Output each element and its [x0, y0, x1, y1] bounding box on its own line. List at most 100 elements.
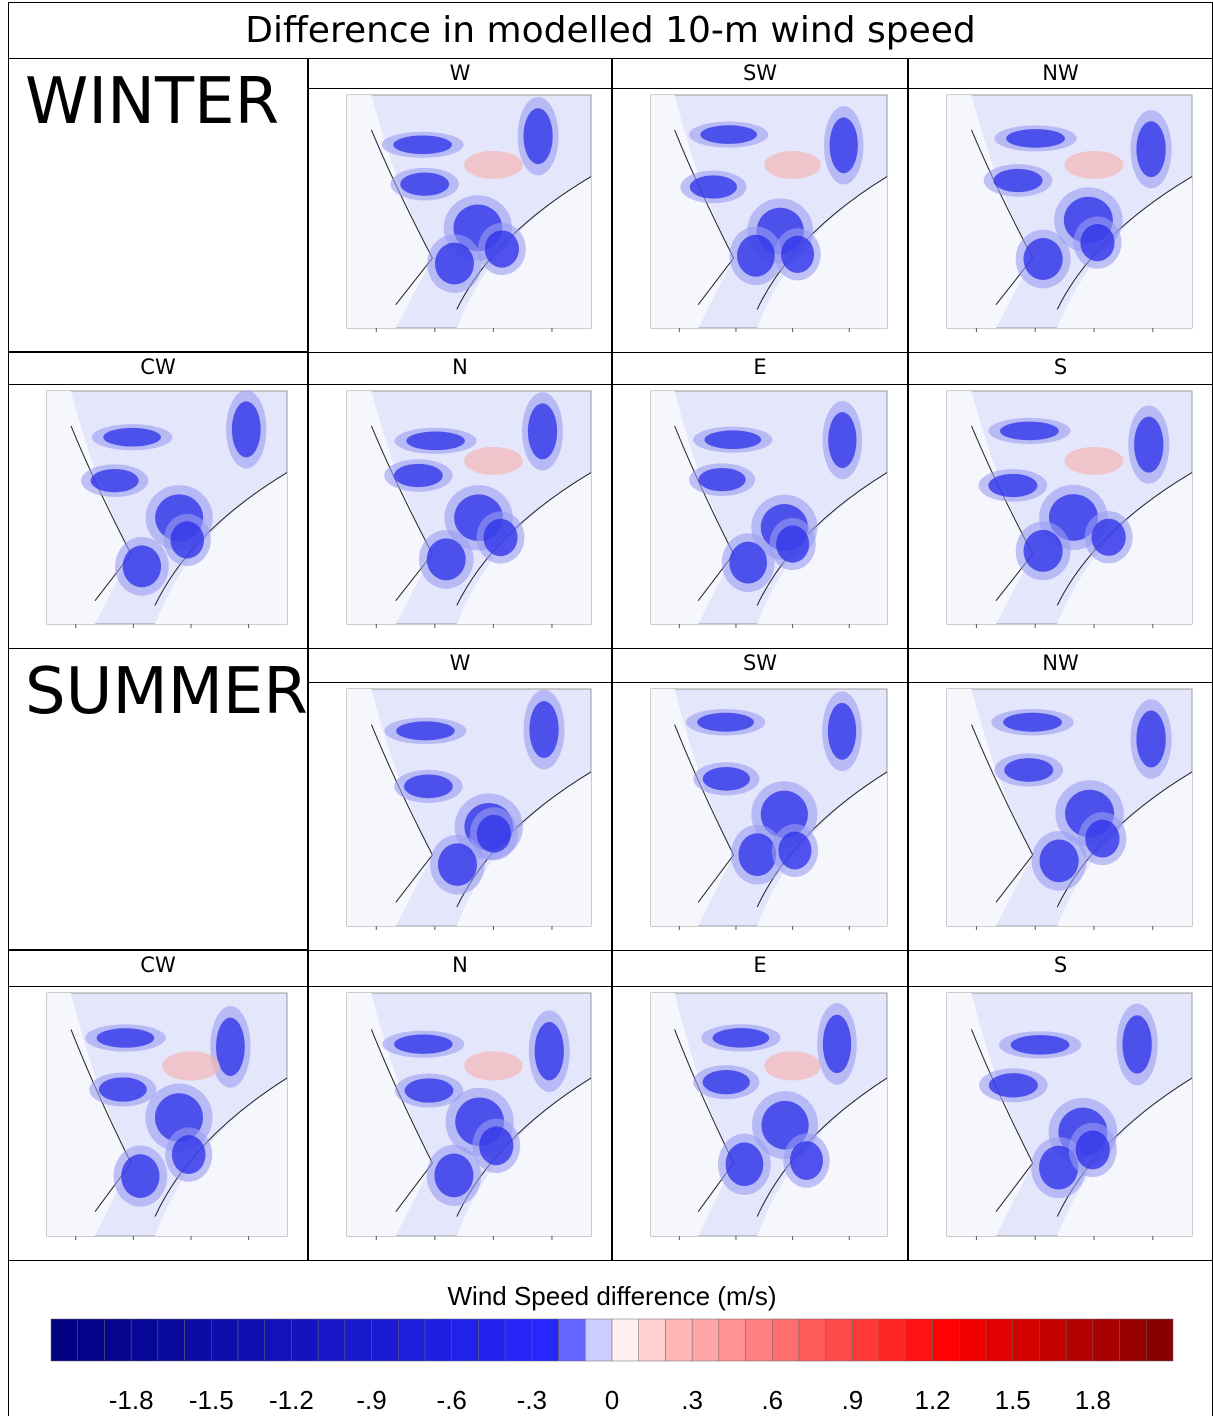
wind-blob	[713, 1028, 770, 1047]
colorbar-cell	[211, 1319, 238, 1361]
colorbar-cell	[933, 1319, 960, 1361]
wind-blob	[216, 1018, 245, 1076]
colorbar-cell	[158, 1319, 185, 1361]
map-panel	[612, 682, 908, 951]
map	[613, 89, 907, 352]
wind-blob	[464, 447, 523, 475]
wind-blob	[764, 151, 821, 179]
colorbar-cell	[906, 1319, 933, 1361]
wind-blob	[993, 169, 1042, 192]
wind-blob	[1065, 447, 1124, 475]
map-panel	[308, 682, 612, 951]
panel-label: NW	[908, 648, 1213, 683]
map	[309, 385, 611, 648]
wind-blob	[103, 428, 161, 447]
wind-blob	[1023, 238, 1062, 280]
wind-blob	[535, 1022, 564, 1080]
colorbar-cell	[879, 1319, 906, 1361]
wind-blob	[483, 519, 517, 556]
wind-blob	[172, 1135, 206, 1174]
wind-blob	[764, 1051, 821, 1080]
colorbar-cell	[585, 1319, 612, 1361]
panel-label: SW	[612, 648, 908, 683]
map	[909, 683, 1212, 950]
panel-label: N	[308, 950, 612, 987]
wind-blob	[394, 464, 443, 487]
colorbar-cell	[1039, 1319, 1066, 1361]
map-panel	[612, 384, 908, 649]
panel-label: SW	[612, 58, 908, 89]
wind-blob	[828, 703, 856, 760]
panel-label: E	[612, 950, 908, 987]
wind-blob	[1000, 422, 1059, 441]
colorbar-cell: Wind Speed difference (m/s)-1.8-1.5-1.2-…	[8, 1260, 1213, 1416]
colorbar-tick-label: 1.8	[1075, 1385, 1111, 1415]
colorbar-cell	[78, 1319, 105, 1361]
colorbar-tick-label: 1.2	[914, 1385, 950, 1415]
map	[613, 385, 907, 648]
wind-blob	[1003, 713, 1062, 732]
wind-blob	[1091, 519, 1125, 556]
colorbar-tick-label: -1.5	[189, 1385, 234, 1415]
colorbar-title: Wind Speed difference (m/s)	[448, 1281, 777, 1311]
colorbar-tick-label: -.6	[437, 1385, 467, 1415]
wind-blob	[988, 474, 1037, 497]
colorbar-cell	[799, 1319, 826, 1361]
wind-blob	[1065, 151, 1124, 179]
map-panel	[308, 88, 612, 353]
wind-blob	[477, 815, 511, 853]
colorbar-cell	[986, 1319, 1013, 1361]
wind-blob	[989, 1073, 1038, 1097]
wind-blob	[1122, 1015, 1151, 1073]
wind-blob	[91, 469, 139, 492]
colorbar-cell	[612, 1319, 639, 1361]
colorbar-cell	[478, 1319, 505, 1361]
wind-blob	[1076, 1130, 1110, 1169]
colorbar-cell	[452, 1319, 479, 1361]
wind-blob	[778, 832, 811, 870]
wind-blob	[162, 1051, 220, 1080]
colorbar-tick-label: -.9	[356, 1385, 386, 1415]
map-panel	[908, 88, 1213, 353]
wind-blob	[1011, 1035, 1070, 1054]
wind-blob	[704, 430, 761, 449]
colorbar-tick-label: -1.2	[269, 1385, 314, 1415]
colorbar-cell	[826, 1319, 853, 1361]
wind-blob	[828, 412, 856, 468]
colorbar-tick-label: 1.5	[995, 1385, 1031, 1415]
colorbar-cell	[51, 1319, 78, 1361]
wind-blob	[823, 1015, 851, 1073]
wind-blob	[393, 135, 452, 154]
wind-blob	[1004, 758, 1053, 782]
map	[613, 987, 907, 1260]
colorbar-cell	[1146, 1319, 1173, 1361]
wind-blob	[394, 1034, 453, 1053]
colorbar-cell	[772, 1319, 799, 1361]
map-panel	[908, 986, 1213, 1261]
colorbar-cell	[1066, 1319, 1093, 1361]
wind-blob	[121, 1154, 159, 1198]
map	[909, 987, 1212, 1260]
wind-blob	[703, 767, 750, 791]
panel-label: W	[308, 648, 612, 683]
map	[613, 683, 907, 950]
colorbar-cell	[265, 1319, 292, 1361]
colorbar-cell	[131, 1319, 158, 1361]
colorbar-cell	[398, 1319, 425, 1361]
wind-blob	[400, 172, 449, 195]
wind-blob	[123, 545, 161, 587]
map	[9, 987, 307, 1260]
wind-blob	[406, 432, 465, 451]
wind-blob	[529, 701, 558, 758]
map	[309, 89, 611, 352]
map-panel	[308, 384, 612, 649]
wind-blob	[776, 525, 809, 562]
map-panel	[612, 986, 908, 1261]
wind-blob	[464, 151, 523, 179]
season-label: SUMMER	[8, 648, 308, 950]
panel-label: W	[308, 58, 612, 89]
colorbar-cell	[1120, 1319, 1147, 1361]
wind-blob	[726, 1142, 764, 1186]
wind-blob	[697, 713, 754, 732]
panel-label: CW	[8, 950, 308, 987]
